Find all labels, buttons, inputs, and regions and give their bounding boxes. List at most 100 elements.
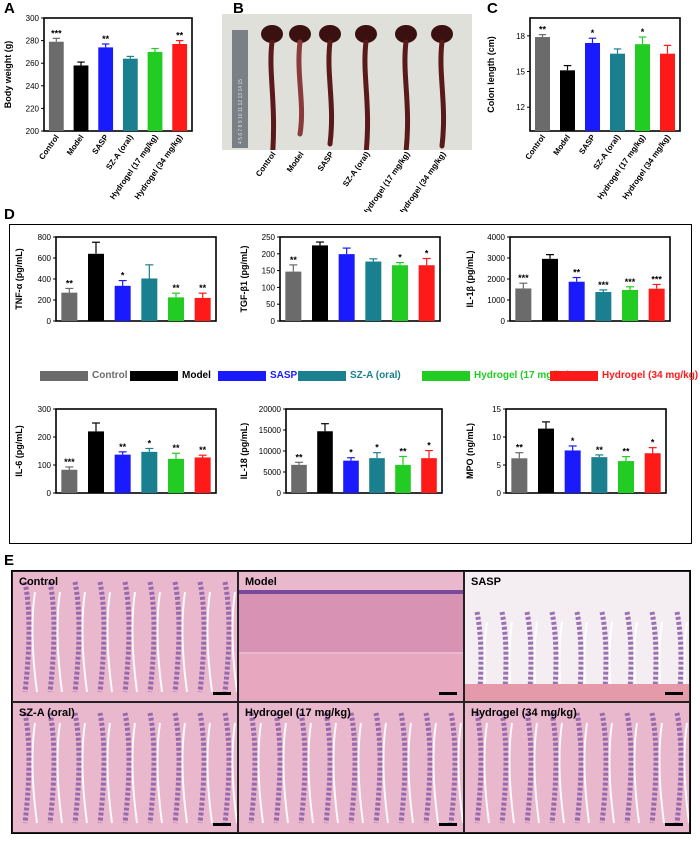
bar: [141, 451, 158, 493]
bar: [114, 285, 131, 321]
bar: [618, 461, 634, 493]
y-axis-label: Colon length (cm): [486, 36, 496, 113]
colon-segment: [362, 39, 371, 157]
cecum: [355, 25, 377, 43]
significance-label: **: [622, 447, 630, 457]
colon-segment: [268, 39, 277, 165]
bar: [98, 47, 114, 131]
significance-label: *: [121, 271, 125, 281]
y-tick-label: 0: [271, 317, 276, 326]
bar: [511, 458, 528, 493]
y-tick-label: 0: [47, 489, 52, 498]
bar: [88, 431, 104, 493]
histology-image: Hydrogel (34 mg/kg): [464, 702, 690, 833]
bar: [560, 70, 575, 131]
legend-item: SZ-A (oral): [298, 370, 401, 381]
bar: [635, 44, 650, 131]
significance-label: *: [591, 28, 595, 38]
x-tick-label: SASP: [577, 132, 597, 156]
y-tick-label: 5: [497, 461, 502, 470]
photo-group-label: Model: [285, 150, 306, 174]
photo-group-label: SASP: [316, 150, 336, 173]
y-tick-label: 100: [262, 283, 276, 292]
plot-frame: [43, 17, 193, 132]
bar: [194, 297, 211, 321]
y-tick-label: 10: [492, 433, 501, 442]
tissue-texture: [465, 572, 689, 701]
bar: [542, 258, 558, 321]
bar: [644, 453, 661, 493]
significance-label: **: [539, 25, 547, 35]
x-tick-label: Hydrogel (34 mg/kg): [621, 133, 673, 201]
bar: [88, 253, 104, 321]
y-tick-label: 200: [26, 127, 40, 136]
significance-label: *: [375, 443, 379, 453]
significance-label: *: [427, 441, 431, 451]
y-tick-label: 5000: [263, 468, 281, 477]
histology-panel: Control Model SASP SZ-A (oral) Hydrogel (17 …: [11, 570, 691, 834]
y-tick-label: 4000: [487, 233, 505, 242]
colon-segment: [402, 39, 411, 155]
panel-letter-d: D: [4, 206, 15, 223]
bar: [122, 58, 138, 131]
y-tick-label: 300: [26, 14, 40, 23]
legend-item: Control: [40, 370, 128, 381]
plot-frame: [279, 236, 441, 322]
scale-bar: [439, 692, 457, 695]
tissue-texture: [13, 703, 237, 832]
y-tick-label: 800: [38, 233, 52, 242]
bar: [418, 265, 435, 321]
histology-label: SZ-A (oral): [19, 707, 75, 719]
y-tick-label: 20000: [259, 405, 282, 414]
panel-letter-e: E: [4, 552, 15, 569]
y-tick-label: 0: [277, 489, 282, 498]
bar: [338, 254, 355, 321]
tissue-texture: [239, 572, 463, 701]
photo-group-label: SZ-A (oral): [341, 150, 372, 188]
y-tick-label: 100: [38, 461, 52, 470]
histology-image: SZ-A (oral): [12, 702, 238, 833]
bar: [648, 288, 665, 321]
bar: [168, 297, 184, 321]
colon-segment: [296, 39, 305, 137]
histology-image: Control: [12, 571, 238, 702]
bar: [61, 292, 78, 321]
scale-bar: [665, 692, 683, 695]
photo-group-label: Control: [254, 150, 278, 178]
bar: [365, 261, 382, 321]
bar: [369, 458, 385, 493]
bar: [73, 65, 89, 131]
y-tick-label: 250: [262, 233, 276, 242]
significance-label: ***: [64, 457, 75, 467]
y-tick-label: 400: [38, 275, 52, 284]
colon-photo-drawing: 4 5 6 7 8 9 10 11 12 13 14 15: [232, 25, 453, 165]
bar: [114, 454, 131, 493]
cecum: [261, 25, 283, 43]
y-axis-label: IL-6 (pg/mL): [14, 425, 24, 477]
bar: [585, 42, 600, 132]
significance-label: **: [172, 283, 180, 293]
y-tick-label: 15: [492, 405, 501, 414]
significance-label: **: [516, 443, 524, 453]
y-tick-label: 0: [501, 317, 506, 326]
significance-label: ***: [625, 277, 636, 287]
bar: [168, 458, 184, 493]
legend-swatch: [218, 370, 266, 381]
cytokine-panel: TNF-α (pg/mL) 0 200 400 600 800 ** * ** ** TGF-β1…: [9, 224, 698, 544]
tissue-texture: [465, 703, 689, 832]
colon-photo-labels: Control Model SASP SZ-A (oral)Hydrogel (17 …: [254, 150, 448, 212]
y-tick-label: 200: [262, 250, 276, 259]
bar: [535, 37, 550, 131]
significance-label: *: [651, 438, 655, 448]
x-tick-label: Model: [552, 133, 573, 157]
panel-letter-c: C: [487, 0, 498, 17]
legend-label: Hydrogel (17 mg/kg): [474, 370, 571, 381]
legend-label: Hydrogel (34 mg/kg): [602, 370, 699, 381]
y-tick-label: 220: [26, 104, 40, 113]
x-tick-label: Control: [523, 133, 547, 161]
histology-image: Hydrogel (17 mg/kg): [238, 702, 464, 833]
legend-item: Hydrogel (17 mg/kg): [422, 370, 570, 381]
